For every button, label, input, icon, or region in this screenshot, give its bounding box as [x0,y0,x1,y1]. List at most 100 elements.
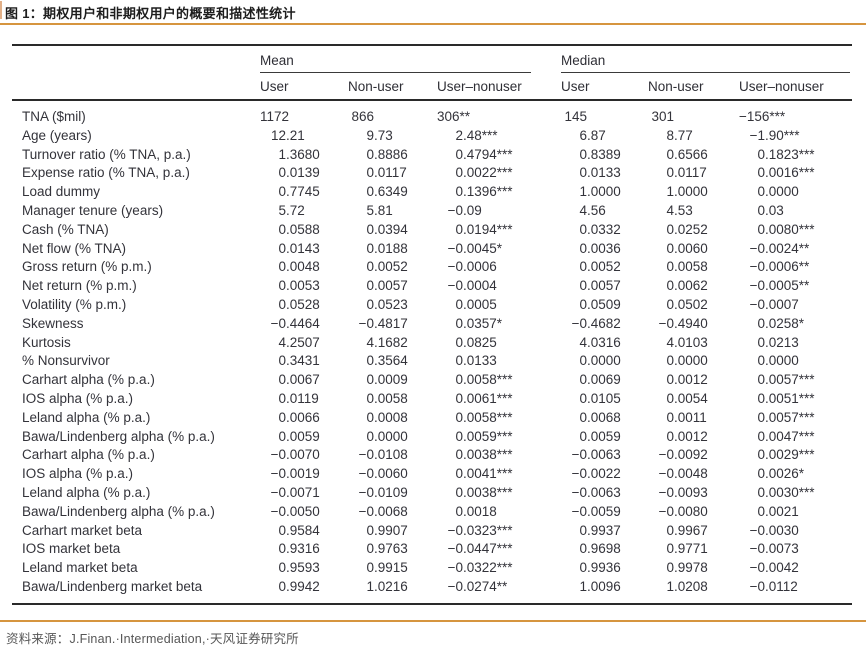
value-cell: 0.0058 [366,390,408,406]
value-cell: 4.0103 [666,334,708,350]
value-cell: −0.0112 [749,578,798,594]
figure-title: 图 1：期权用户和非期权用户的概要和描述性统计 [5,6,296,21]
row-label: Bawa/Lindenberg market beta [22,578,203,594]
source-bar: 资料来源：J.Finan.·Intermediation,·天风证券研究所 [0,619,866,648]
value-cell: −0.0050 [270,503,320,519]
value-cell: 4.1682 [366,334,408,350]
value-cell: 0.0059*** [455,428,513,444]
value-cell: −0.0108 [358,447,408,463]
value-cell: 0.3431 [278,353,320,369]
table-row: Volatility (% p.m.) 0.0528 0.0523 0.0005 0.0… [12,296,852,315]
column-group-row: Mean Median [12,46,852,73]
value-cell: 0.0117 [366,165,407,181]
value-cell: 0.0058*** [455,409,513,425]
row-label: Leland alpha (% p.a.) [22,484,151,500]
column-header-median-diff: User–nonuser [739,78,824,94]
value-cell: 0.0069 [579,372,621,388]
value-cell: −0.0019 [270,466,320,482]
value-cell: 0.0502 [666,296,708,312]
value-cell: 0.9584 [278,522,320,538]
value-cell: 0.9763 [366,541,408,557]
table-row: Bawa/Lindenberg market beta 0.9942 1.0216 −… [12,578,852,597]
value-cell: 4.56 [579,202,606,218]
value-cell: 0.9316 [278,541,320,557]
value-cell: 5.72 [278,202,305,218]
value-cell: 0.1396*** [455,184,513,200]
value-cell: 0.9771 [666,541,708,557]
value-cell: −0.4464 [270,315,320,331]
value-cell: 0.9593 [278,560,320,576]
value-cell: 0.0119 [278,390,319,406]
table-row: Age (years) 12.21 9.73 2.48*** 6.87 8.77 −1.90… [12,127,852,146]
value-cell: −0.0063 [571,447,621,463]
value-cell: 0.0005 [455,296,497,312]
value-cell: 0.0080*** [757,221,815,237]
value-cell: 0.0194*** [455,221,513,237]
column-group-mean: Mean [260,53,531,73]
value-cell: 2.48*** [455,127,498,143]
value-cell: 0.0105 [579,390,621,406]
value-cell: 0.0059 [278,428,320,444]
table-row: Skewness −0.4464 −0.4817 0.0357* −0.4682 −0.4… [12,315,852,334]
value-cell: 4.53 [666,202,693,218]
value-cell: −0.0006** [749,259,810,275]
value-cell: 0.0394 [366,221,408,237]
value-cell: −0.0063 [571,484,621,500]
value-cell: −0.0042 [749,560,799,576]
value-cell: 1.0096 [579,578,621,594]
value-cell: −0.0073 [749,541,799,557]
row-label: IOS alpha (% p.a.) [22,390,134,406]
value-cell: 0.0067 [278,372,320,388]
value-cell: −0.4940 [658,315,708,331]
value-cell: −0.4817 [358,315,408,331]
table-row: Net return (% p.m.) 0.0053 0.0057 −0.0004 0.… [12,277,852,296]
value-cell: −0.0005** [749,278,810,294]
value-cell: −156*** [739,109,786,124]
row-label: Leland alpha (% p.a.) [22,409,151,425]
value-cell: 0.0029*** [757,447,815,463]
value-cell: 0.0062 [666,278,708,294]
table-row: Net flow (% TNA) 0.0143 0.0188 −0.0045* 0.00… [12,240,852,259]
value-cell: −0.0059 [571,503,621,519]
table-row: Load dummy 0.7745 0.6349 0.1396*** 1.0000 1.0… [12,183,852,202]
value-cell: 0.9967 [666,522,708,538]
table-row: Bawa/Lindenberg alpha (% p.a.) 0.0059 0.00… [12,428,852,447]
value-cell: −0.0071 [270,484,320,500]
value-cell: −1.90*** [749,127,800,143]
value-cell: 4.0316 [579,334,621,350]
value-cell: 0.0588 [278,221,320,237]
row-label: Load dummy [22,184,101,200]
value-cell: 0.3564 [366,353,408,369]
table-header: Mean Median User Non-user User–nonuser U… [12,46,852,101]
row-label: IOS alpha (% p.a.) [22,466,134,482]
value-cell: 0.9698 [579,541,621,557]
value-cell: 0.9915 [366,560,408,576]
value-cell: 0.0011 [666,409,707,425]
table-row: Carhart market beta 0.9584 0.9907 −0.0323**… [12,522,852,541]
value-cell: 0.0051*** [757,390,815,406]
table-row: Carhart alpha (% p.a.) 0.0067 0.0009 0.0058… [12,371,852,390]
row-label: % Nonsurvivor [22,353,110,369]
value-cell: 1.0000 [579,184,621,200]
value-cell: 0.0528 [278,296,320,312]
value-cell: 0.8886 [366,146,408,162]
value-cell: 5.81 [366,202,393,218]
value-cell: −0.0080 [658,503,708,519]
table-body: TNA ($mil) 1172 866 306** 145 301 −156*** Age (… [12,101,852,605]
value-cell: 0.0041*** [455,466,513,482]
table-row: Kurtosis 4.2507 4.1682 0.0825 4.0316 4.0103 0.… [12,334,852,353]
value-cell: 0.0509 [579,296,621,312]
value-cell: 0.0058*** [455,372,513,388]
column-header-median-nonuser: Non-user [648,78,704,94]
table-row: Turnover ratio (% TNA, p.a.) 1.3680 0.8886… [12,146,852,165]
row-label: Turnover ratio (% TNA, p.a.) [22,146,191,162]
value-cell: 0.8389 [579,146,621,162]
value-cell: 0.0009 [366,372,408,388]
row-label: Gross return (% p.m.) [22,259,152,275]
value-cell: 0.0060 [666,240,708,256]
value-cell: 0.0139 [278,165,320,181]
value-cell: 0.0068 [579,409,621,425]
value-cell: 0.0133 [455,353,497,369]
value-cell: 0.0117 [666,165,707,181]
